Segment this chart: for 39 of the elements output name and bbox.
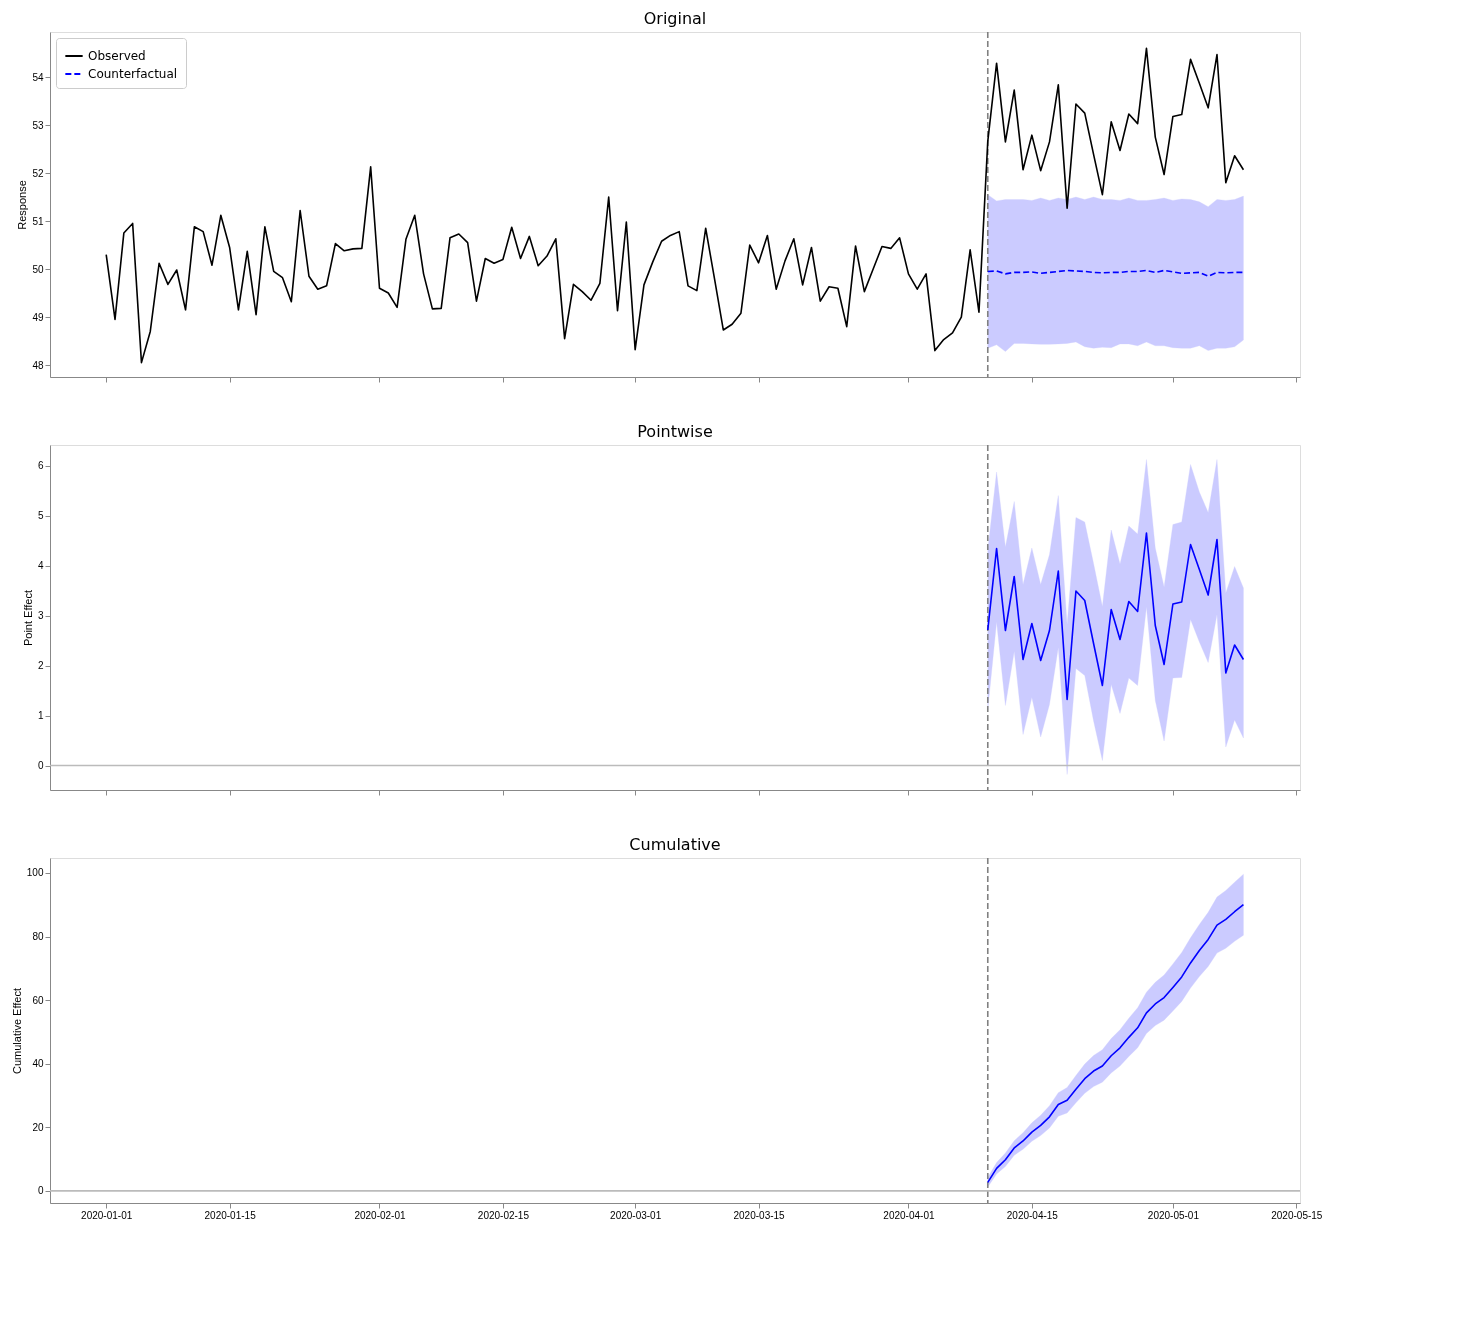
y-tick-label: 1	[37, 710, 44, 721]
y-tick-label: 5	[37, 510, 44, 521]
y-axis-title: Cumulative Effect	[10, 987, 23, 1075]
x-tick-label: 2020-01-15	[204, 1209, 257, 1221]
y-tick-label: 53	[32, 119, 44, 131]
x-tick-label: 2020-02-01	[354, 1209, 406, 1221]
y-tick-label: 52	[32, 167, 44, 179]
x-tick-label: 2020-02-15	[477, 1209, 530, 1221]
chart-title: Original	[643, 9, 707, 29]
y-tick-label: 49	[32, 311, 44, 323]
y-tick-label: 80	[32, 931, 44, 943]
x-tick-label: 2020-03-15	[733, 1209, 786, 1221]
x-tick-label: 2020-04-15	[1006, 1209, 1059, 1221]
chart-title: Pointwise	[637, 422, 713, 442]
y-tick-label: 3	[37, 610, 44, 621]
y-axis-title: Point Effect	[21, 589, 34, 647]
legend-label: Counterfactual	[88, 67, 178, 81]
x-tick-label: 2020-04-01	[883, 1209, 935, 1221]
y-tick-label: 2	[37, 660, 44, 671]
y-tick-label: 0	[37, 1185, 44, 1197]
x-tick-label: 2020-05-01	[1147, 1209, 1200, 1221]
y-tick-label: 100	[26, 867, 44, 879]
chart-title: Cumulative	[629, 835, 721, 855]
y-axis-title: Response	[16, 180, 29, 230]
x-tick-label: 2020-03-01	[610, 1209, 662, 1221]
x-tick-label: 2020-01-01	[81, 1209, 133, 1221]
line-series	[986, 532, 1245, 701]
y-tick-label: 4	[37, 560, 44, 571]
y-tick-label: 51	[32, 215, 44, 227]
y-tick-label: 20	[32, 1121, 44, 1133]
legend-label: Observed	[88, 49, 146, 63]
y-tick-label: 40	[32, 1058, 44, 1070]
y-tick-label: 0	[37, 760, 44, 771]
y-tick-label: 48	[32, 359, 44, 371]
y-tick-label: 54	[32, 71, 44, 83]
y-tick-label: 60	[32, 994, 44, 1006]
y-tick-label: 6	[37, 460, 44, 471]
y-tick-label: 50	[32, 263, 44, 275]
x-tick-label: 2020-05-15	[1271, 1209, 1323, 1221]
